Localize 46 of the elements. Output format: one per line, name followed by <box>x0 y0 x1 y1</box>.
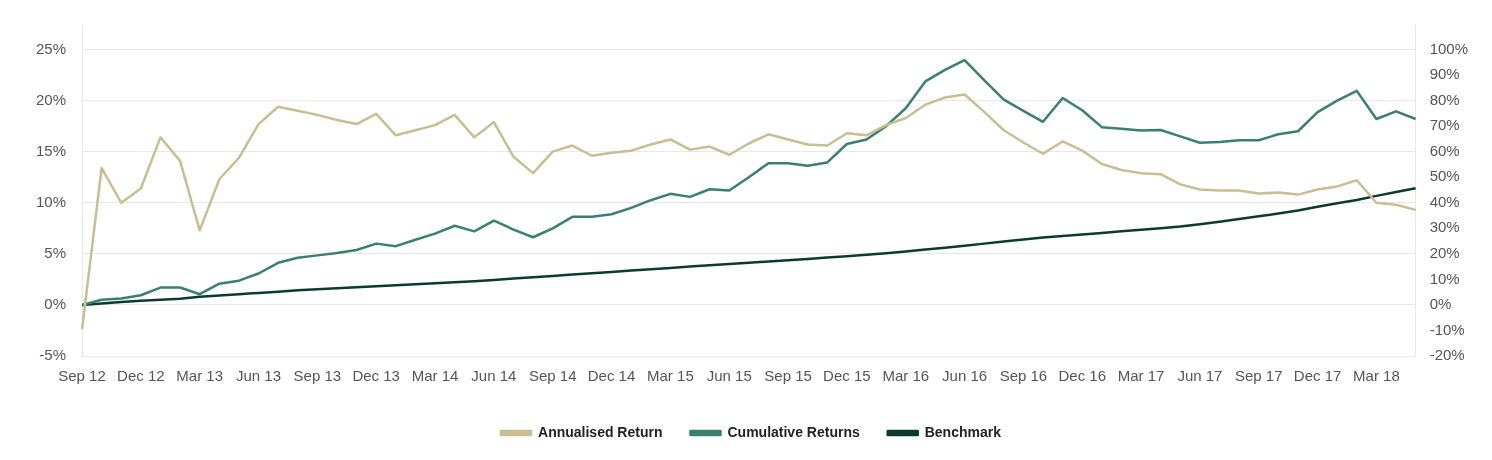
x-tick-label: Sep 12 <box>58 367 106 385</box>
x-tick-label: Jun 16 <box>942 367 988 385</box>
x-tick-label: Dec 16 <box>1058 367 1106 385</box>
x-tick-label: Mar 14 <box>411 367 459 385</box>
y-tick-label: -5% <box>39 346 67 364</box>
x-tick-label: Dec 17 <box>1293 367 1342 385</box>
y2-tick-label: -20% <box>1429 346 1465 364</box>
y2-tick-label: 100% <box>1429 39 1469 57</box>
x-tick-label: Sep 17 <box>1234 367 1283 385</box>
y-tick-label: 0% <box>44 295 67 313</box>
x-tick-label: Mar 13 <box>176 367 224 385</box>
y-tick-label: 15% <box>35 141 67 159</box>
y2-tick-label: 10% <box>1429 269 1460 287</box>
x-tick-label: Mar 17 <box>1117 367 1165 385</box>
x-tick-label: Mar 15 <box>647 367 694 385</box>
x-tick-label: Mar 16 <box>882 367 930 385</box>
x-tick-label: Jun 17 <box>1177 367 1223 385</box>
y2-tick-label: 20% <box>1429 243 1460 261</box>
y2-tick-label: 70% <box>1429 116 1460 134</box>
y-tick-label: 20% <box>35 90 67 108</box>
legend-label: Benchmark <box>924 423 1002 440</box>
y2-tick-label: 80% <box>1429 90 1460 108</box>
y2-tick-label: 30% <box>1429 218 1460 236</box>
x-tick-label: Dec 13 <box>352 367 400 385</box>
x-tick-label: Dec 15 <box>823 367 871 385</box>
y-tick-label: 10% <box>35 192 67 210</box>
y-tick-label: 25% <box>35 39 67 57</box>
x-tick-label: Sep 16 <box>999 367 1048 385</box>
y2-tick-label: 90% <box>1429 65 1460 83</box>
y2-tick-label: -10% <box>1429 320 1465 338</box>
x-tick-label: Jun 15 <box>706 367 752 385</box>
y2-tick-label: 0% <box>1429 295 1452 313</box>
x-tick-label: Sep 13 <box>293 367 342 385</box>
x-tick-label: Jun 13 <box>236 367 282 385</box>
y2-tick-label: 40% <box>1429 192 1460 210</box>
x-tick-label: Sep 15 <box>764 367 812 385</box>
legend-label: Cumulative Returns <box>727 423 860 440</box>
x-tick-label: Sep 14 <box>528 367 577 385</box>
legend-label: Annualised Return <box>538 423 663 440</box>
x-tick-label: Jun 14 <box>471 367 517 385</box>
x-tick-label: Dec 12 <box>117 367 165 385</box>
x-tick-label: Mar 18 <box>1353 367 1400 385</box>
y2-tick-label: 50% <box>1429 167 1460 185</box>
x-tick-label: Dec 14 <box>587 367 636 385</box>
y-tick-label: 5% <box>44 243 67 261</box>
y2-tick-label: 60% <box>1429 141 1460 159</box>
